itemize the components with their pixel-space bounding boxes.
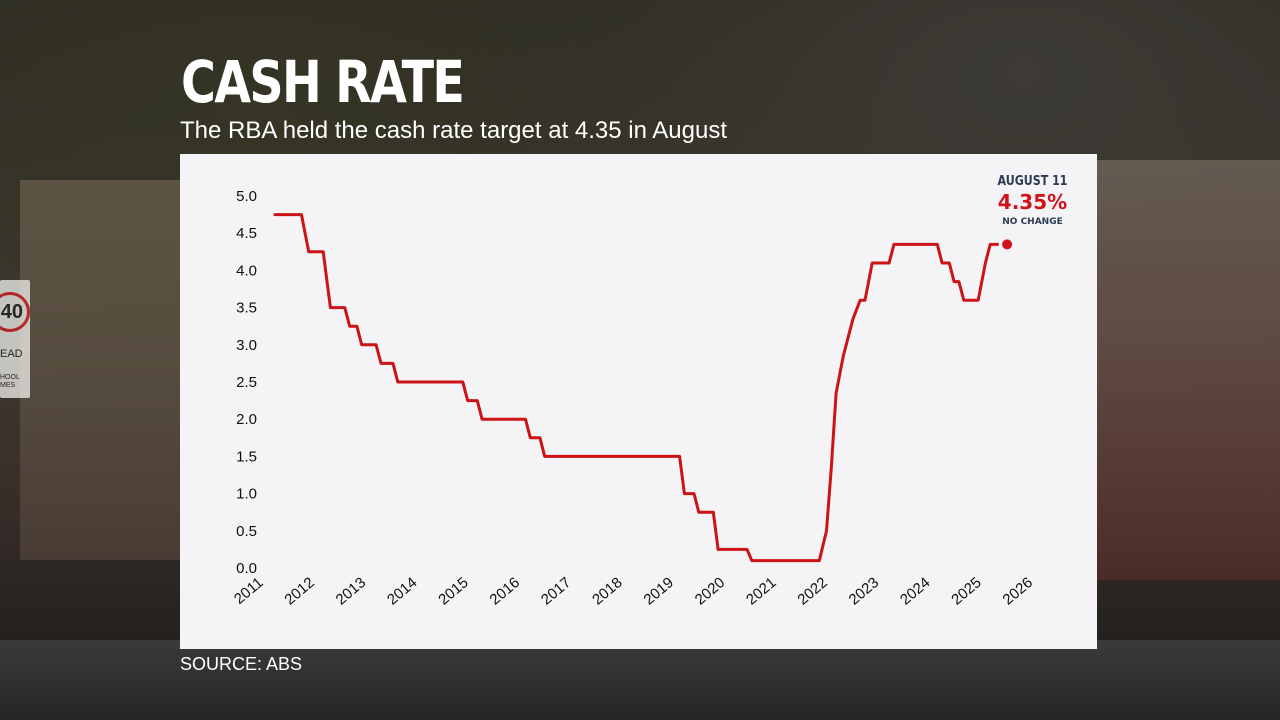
speed-sign-number: 40 <box>0 292 30 332</box>
x-tick-label: 2026 <box>1000 574 1036 608</box>
x-tick-label: 2015 <box>435 574 471 608</box>
x-tick-label: 2025 <box>948 574 984 608</box>
x-tick-label: 2023 <box>846 574 882 608</box>
x-tick-label: 2013 <box>333 574 369 608</box>
x-tick-label: 2014 <box>384 574 420 608</box>
speed-sign: 40 EAD HOOL MES <box>0 280 30 398</box>
y-tick-label: 2.5 <box>236 374 257 391</box>
page-title: CASH RATE <box>181 48 465 116</box>
x-tick-label: 2012 <box>281 574 317 608</box>
y-tick-label: 4.0 <box>236 262 257 279</box>
x-tick-label: 2011 <box>231 574 267 608</box>
x-tick-label: 2018 <box>589 574 625 608</box>
y-tick-label: 4.5 <box>236 225 257 242</box>
x-tick-label: 2022 <box>794 574 830 608</box>
y-tick-label: 2.0 <box>236 411 257 428</box>
y-tick-label: 1.0 <box>236 486 257 503</box>
latest-point-marker <box>1002 239 1013 250</box>
source-note: SOURCE: ABS <box>180 654 303 674</box>
callout-note: NO CHANGE <box>1002 217 1063 227</box>
y-tick-label: 1.5 <box>236 448 257 465</box>
cash-rate-line <box>273 213 999 563</box>
x-tick-label: 2021 <box>743 574 779 608</box>
background-road <box>0 640 1280 720</box>
chart-panel: 0.0 0.5 1.0 1.5 2.0 2.5 3.0 3.5 4.0 4.5 5.0 2011 201… <box>180 154 1097 649</box>
x-tick-label: 2017 <box>538 574 574 608</box>
x-tick-label: 2019 <box>640 574 676 608</box>
x-tick-label: 2024 <box>897 574 933 608</box>
latest-rate-callout: AUGUST 11 4.35% NO CHANGE <box>980 174 1085 227</box>
background-house-right <box>1095 160 1280 580</box>
page-subtitle: The RBA held the cash rate target at 4.3… <box>180 117 728 144</box>
speed-sign-text-top: EAD <box>0 348 23 360</box>
y-tick-label: 0.5 <box>236 523 257 540</box>
callout-value: 4.35% <box>997 190 1068 214</box>
x-tick-label: 2020 <box>692 574 728 608</box>
y-tick-label: 0.0 <box>236 560 257 577</box>
background-house-left <box>20 180 180 560</box>
speed-sign-text-bottom: HOOL MES <box>0 374 20 389</box>
x-tick-label: 2016 <box>487 574 523 608</box>
callout-date: AUGUST 11 <box>997 174 1068 189</box>
y-tick-label: 3.5 <box>236 300 257 317</box>
cash-rate-chart: 0.0 0.5 1.0 1.5 2.0 2.5 3.0 3.5 4.0 4.5 5.0 2011 201… <box>231 188 1036 609</box>
y-tick-label: 3.0 <box>236 337 257 354</box>
y-tick-label: 5.0 <box>236 188 257 205</box>
